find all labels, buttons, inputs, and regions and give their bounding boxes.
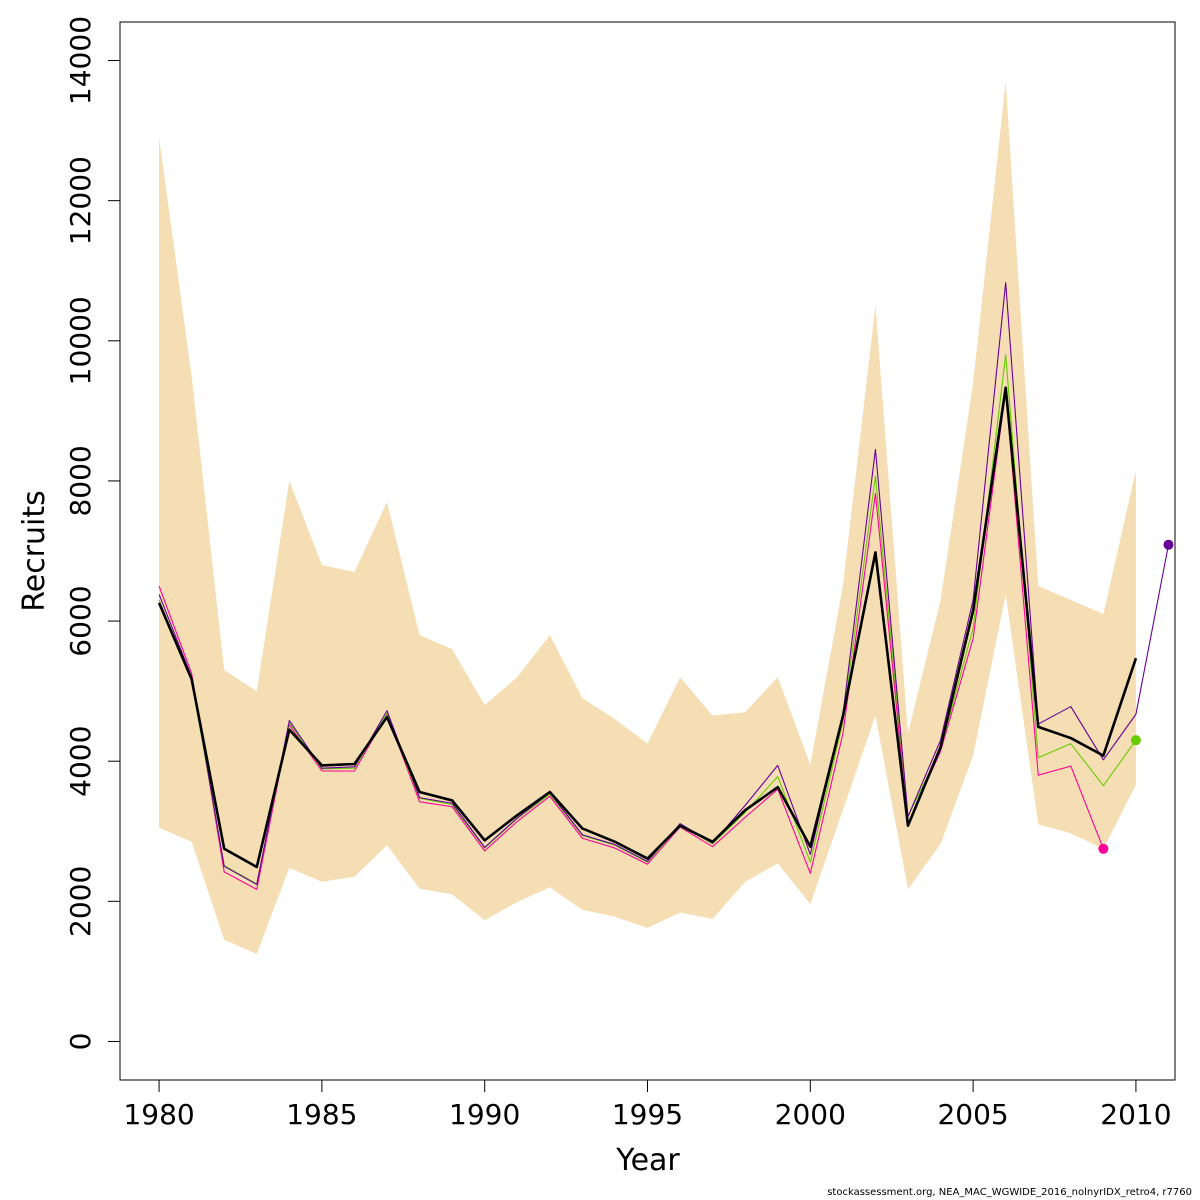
y-tick-label: 14000: [64, 16, 97, 105]
series-end-point-purple: [1163, 539, 1174, 550]
y-tick-label: 0: [64, 1033, 97, 1051]
y-axis: 0 2000 4000 6000 8000 10000 12000 14000: [64, 16, 121, 1051]
series-end-point-pink: [1098, 843, 1109, 854]
confidence-band: [159, 81, 1136, 954]
x-tick-label: 2010: [1100, 1098, 1171, 1131]
confidence-band-layer: [159, 81, 1136, 954]
x-tick-label: 1990: [449, 1098, 520, 1131]
series-line-main: [157, 386, 1138, 869]
end-points-layer: [1098, 539, 1174, 854]
source-footer: stockassessment.org, NEA_MAC_WGWIDE_2016…: [827, 1187, 1192, 1198]
y-tick-label: 6000: [64, 585, 97, 656]
x-axis-title: Year: [615, 1143, 680, 1178]
y-axis-title: Recruits: [17, 490, 52, 612]
series-line-green: [158, 354, 1137, 885]
x-tick-label: 1980: [123, 1098, 194, 1131]
x-axis: 1980 1985 1990 1995 2000 2005 2010: [123, 1079, 1172, 1131]
series-line-pink: [158, 389, 1104, 890]
x-tick-label: 2005: [937, 1098, 1008, 1131]
y-tick-label: 4000: [64, 726, 97, 797]
y-tick-label: 2000: [64, 866, 97, 937]
x-tick-label: 2000: [775, 1098, 846, 1131]
x-tick-label: 1985: [286, 1098, 357, 1131]
series-end-point-green: [1130, 735, 1141, 746]
series-layer: [157, 282, 1170, 890]
y-tick-label: 8000: [64, 445, 97, 516]
y-tick-label: 10000: [64, 296, 97, 385]
x-tick-label: 1995: [612, 1098, 683, 1131]
y-tick-label: 12000: [64, 156, 97, 245]
